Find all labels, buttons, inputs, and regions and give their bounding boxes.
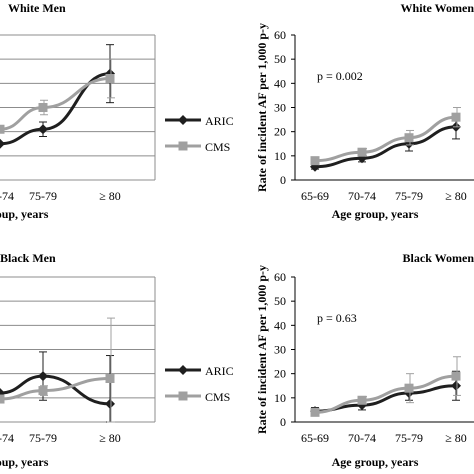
y-tick-label: 20 [274,367,286,381]
legend-label: CMS [205,140,230,154]
data-point-cms [357,395,367,405]
data-point-aric [38,371,48,382]
y-tick-label: 10 [274,391,286,405]
y-axis-label: Rate of incident AF per 1,000 p-y [255,23,269,192]
x-tick-label: 65-69 [301,431,329,445]
data-point-cms [404,133,414,143]
p-value-annotation: p = 0.63 [317,311,357,325]
y-tick-label: 30 [274,343,286,357]
data-point-cms [451,112,461,122]
y-tick-label: 60 [274,28,286,42]
y-axis-label: Rate of incident AF per 1,000 p-y [255,265,269,434]
legend-label: CMS [205,390,230,404]
data-point-cms [38,103,48,112]
data-point-cms [357,147,367,157]
data-point-cms [38,386,48,396]
data-point-aric [105,398,115,409]
series-line-aric [0,72,111,146]
x-axis-label: Age group, years [0,455,49,469]
data-point-cms [0,124,5,134]
y-tick-label: 0 [280,173,286,187]
x-axis-label: Age group, years [332,455,419,469]
series-line-cms [0,377,111,401]
x-tick-label: 70-74 [348,431,376,445]
data-point-cms [404,383,414,393]
series-line-aric [0,374,111,406]
legend-marker [178,141,188,151]
chart-panel-3: 0 10 20 30 40 50 60 65-69 70-74 75-79 ≥ 80 Black Wo… [255,251,474,469]
chart-title: White Women [401,1,474,15]
legend-marker [178,391,188,401]
y-tick-label: 30 [274,101,286,115]
x-tick-label: 70-74 [0,431,14,445]
data-point-cms [310,407,320,417]
series-line-aric [314,125,457,169]
chart-title: Black Women [403,251,474,265]
x-tick-label: 75-79 [29,431,57,445]
data-point-aric [451,380,461,391]
y-tick-label: 40 [274,76,286,90]
p-value-annotation: p = 0.002 [317,69,363,83]
x-tick-label: ≥ 80 [99,189,121,203]
x-tick-label: ≥ 80 [445,431,467,445]
data-point-cms [451,371,461,381]
x-axis-label: Age group, years [0,207,49,221]
series-line-cms [314,115,457,163]
series-line-cms [0,77,111,131]
x-tick-label: 70-74 [348,189,376,203]
data-point-aric [38,124,48,135]
legend-label: ARIC [205,364,234,378]
y-tick-label: 0 [280,415,286,429]
x-axis-label: Age group, years [332,207,419,221]
y-tick-label: 10 [274,149,286,163]
data-point-aric [0,138,5,149]
data-point-cms [105,74,115,83]
data-point-cms [310,156,320,166]
y-tick-label: 20 [274,125,286,139]
chart-title: White Men [8,1,66,15]
legend-marker [178,365,188,375]
legend-marker [178,115,188,125]
series-line-aric [314,384,457,413]
legend-label: ARIC [205,114,234,128]
x-tick-label: 75-79 [395,431,423,445]
x-tick-label: 75-79 [29,189,57,203]
x-tick-label: ≥ 80 [99,431,121,445]
y-tick-label: 50 [274,294,286,308]
x-tick-label: 65-69 [301,189,329,203]
x-tick-label: ≥ 80 [445,189,467,203]
data-point-cms [105,374,115,383]
chart-panel-1: 0 10 20 30 40 50 60 65-69 70-74 75-79 ≥ 80 White Wo… [255,1,474,221]
y-tick-label: 50 [274,52,286,66]
series-line-cms [314,374,457,414]
y-tick-label: 40 [274,318,286,332]
data-point-cms [0,394,5,404]
x-tick-label: 70-74 [0,189,14,203]
chart-title: Black Men [0,251,56,265]
x-tick-label: 75-79 [395,189,423,203]
y-tick-label: 60 [274,270,286,284]
